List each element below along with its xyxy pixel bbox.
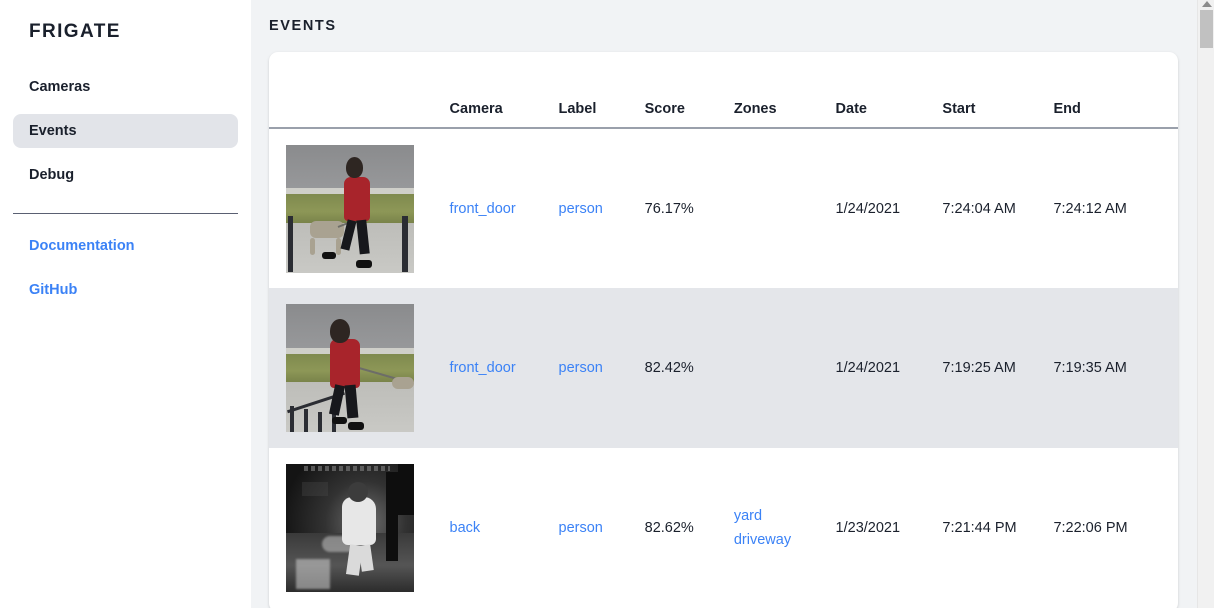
column-header-end[interactable]: End — [1053, 101, 1081, 117]
event-score: 82.62% — [644, 520, 694, 536]
column-header-label[interactable]: Label — [558, 101, 597, 117]
table-row[interactable]: front_door person 82.42% 1/24/2021 7:19:… — [269, 288, 1178, 448]
scrollbar-thumb[interactable] — [1200, 10, 1213, 48]
event-end: 7:22:06 PM — [1053, 520, 1128, 536]
event-date: 1/24/2021 — [835, 200, 901, 217]
event-zones: yard driveway — [734, 448, 836, 608]
event-start: 7:19:25 AM — [942, 360, 1016, 376]
event-start: 7:24:04 AM — [942, 200, 1016, 217]
event-end: 7:19:35 AM — [1053, 360, 1127, 376]
table-row[interactable]: back person 82.62% yard driveway 1/23/20… — [269, 448, 1178, 608]
triangle-up-icon[interactable] — [1202, 1, 1212, 7]
event-zones — [734, 288, 836, 448]
sidebar-item-debug[interactable]: Debug — [29, 167, 75, 183]
event-thumbnail-image[interactable] — [286, 464, 414, 592]
sidebar-item-cameras[interactable]: Cameras — [29, 79, 91, 95]
column-header-camera[interactable]: Camera — [449, 101, 503, 117]
event-zone-yard[interactable]: yard — [733, 508, 763, 524]
event-end: 7:24:12 AM — [1053, 200, 1127, 217]
event-label[interactable]: person — [558, 360, 603, 376]
event-zone-driveway[interactable]: driveway — [733, 532, 792, 548]
events-card: Camera Label Score Zones Date Start End — [269, 52, 1178, 608]
event-label[interactable]: person — [558, 200, 603, 217]
page-title: EVENTS — [269, 18, 337, 34]
event-thumbnail-image[interactable] — [286, 144, 414, 273]
sidebar-divider — [13, 213, 238, 214]
sidebar-nav: Cameras Events Debug — [0, 70, 251, 192]
timestamp-overlay — [304, 466, 390, 471]
sidebar-external-links: Documentation GitHub — [0, 229, 251, 307]
column-header-thumbnail[interactable] — [269, 52, 450, 128]
column-header-date[interactable]: Date — [835, 101, 867, 117]
event-thumbnail-cell — [269, 288, 450, 448]
event-thumbnail-cell — [269, 448, 450, 608]
event-date: 1/24/2021 — [835, 360, 901, 376]
sidebar-item-events[interactable]: Events — [13, 114, 238, 148]
events-table-header: Camera Label Score Zones Date Start End — [269, 52, 1178, 128]
main-content: EVENTS Camera Label Score Zones Date Sta… — [251, 0, 1214, 608]
event-date: 1/23/2021 — [835, 520, 901, 536]
event-score: 76.17% — [644, 200, 694, 217]
event-zones — [734, 128, 836, 288]
sidebar: FRIGATE Cameras Events Debug Documentati… — [0, 0, 251, 608]
header-row: Camera Label Score Zones Date Start End — [269, 52, 1178, 128]
event-camera[interactable]: front_door — [449, 200, 516, 217]
event-score: 82.42% — [644, 360, 694, 376]
table-row[interactable]: front_door person 76.17% 1/24/2021 7:24:… — [269, 128, 1178, 288]
event-thumbnail-image[interactable] — [286, 304, 414, 432]
event-label[interactable]: person — [558, 520, 603, 536]
event-camera[interactable]: back — [449, 520, 481, 536]
column-header-score[interactable]: Score — [644, 101, 685, 117]
sidebar-link-documentation[interactable]: Documentation — [29, 238, 135, 254]
event-start: 7:21:44 PM — [942, 520, 1017, 536]
column-header-zones[interactable]: Zones — [733, 101, 777, 117]
page-scrollbar[interactable] — [1197, 0, 1214, 608]
events-table-body: front_door person 76.17% 1/24/2021 7:24:… — [269, 128, 1178, 608]
events-table: Camera Label Score Zones Date Start End — [269, 52, 1178, 608]
sidebar-link-github[interactable]: GitHub — [29, 282, 78, 298]
event-thumbnail-cell — [269, 128, 450, 288]
event-camera[interactable]: front_door — [449, 360, 516, 376]
column-header-start[interactable]: Start — [942, 101, 976, 117]
app-logo-frigate: FRIGATE — [29, 21, 121, 42]
